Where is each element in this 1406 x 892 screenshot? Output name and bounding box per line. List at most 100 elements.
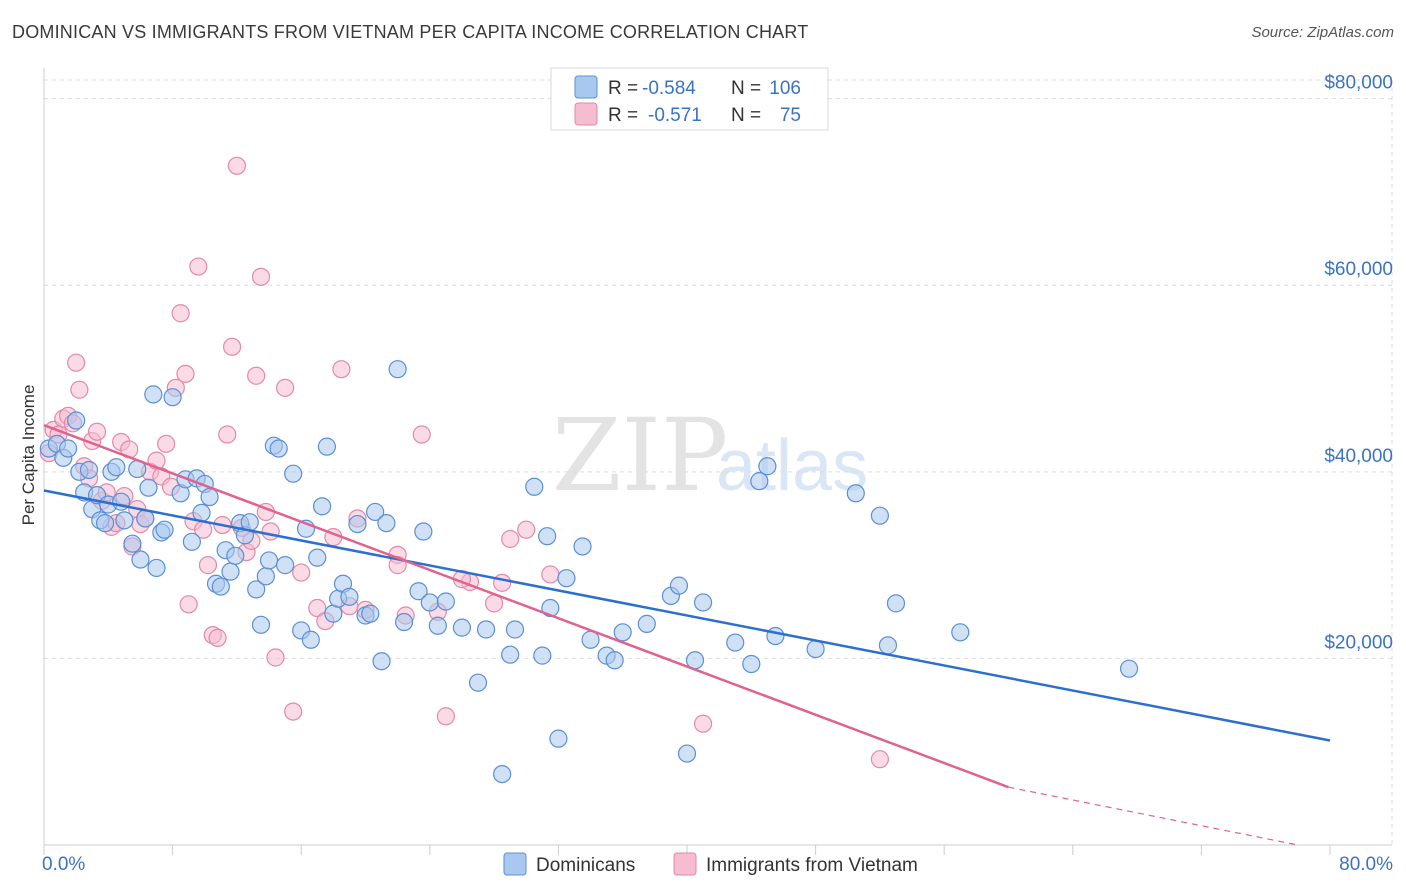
dominican-point-95	[693, 593, 713, 612]
legend-n-label-2: N =	[731, 105, 761, 126]
dominican-point-53	[308, 548, 327, 567]
dominican-point-23	[147, 558, 166, 578]
dominican-point-98	[750, 472, 769, 491]
dominican-point-93	[677, 744, 697, 763]
dominican-trend-line	[43, 489, 1331, 742]
x-tick-label-max: 80.0%	[1339, 854, 1393, 875]
dominican-point-102	[846, 484, 865, 503]
vietnam-point-26	[157, 434, 176, 453]
vietnam-point-29	[171, 304, 190, 323]
vietnam-point-67	[493, 573, 512, 592]
dominican-point-38	[226, 546, 245, 565]
dominican-point-37	[221, 562, 240, 581]
dominican-point-3	[59, 439, 78, 458]
dominican-point-85	[573, 537, 592, 556]
dominican-point-72	[436, 592, 455, 611]
dominican-point-49	[284, 464, 303, 483]
vietnam-point-40	[222, 337, 242, 356]
legend-n-value-2: 75	[780, 105, 801, 126]
dominican-points	[39, 360, 1139, 784]
legend-n-value-1: 106	[769, 78, 801, 99]
dominican-point-42	[247, 580, 266, 599]
chart-title: DOMINICAN VS IMMIGRANTS FROM VIETNAM PER…	[12, 22, 809, 42]
vietnam-point-45	[247, 366, 266, 385]
vietnam-point-35	[198, 556, 218, 575]
dominican-point-75	[476, 620, 496, 639]
y-tick-label-1: $40,000	[1324, 446, 1393, 467]
vietnam-point-48	[261, 522, 280, 541]
x-tick-label-min: 0.0%	[42, 854, 85, 875]
legend-box: R = -0.584 N = 106 R = -0.571 N = 75	[550, 67, 829, 131]
watermark-atlas: atlas	[716, 426, 868, 506]
dominican-point-16	[115, 511, 134, 530]
dominican-point-19	[131, 550, 150, 569]
dominican-point-63	[366, 502, 385, 522]
vietnam-point-51	[284, 702, 303, 721]
dominican-point-88	[605, 651, 624, 670]
dominican-point-67	[394, 612, 414, 632]
dominican-point-52	[301, 630, 320, 649]
y-tick-label-2: $60,000	[1324, 259, 1393, 280]
dominican-point-22	[144, 385, 163, 404]
vietnam-point-37	[208, 628, 227, 647]
dominican-point-66	[388, 360, 407, 379]
dominican-point-69	[414, 522, 433, 541]
vietnam-point-46	[251, 267, 271, 286]
vietnam-point-70	[541, 565, 560, 584]
dominican-point-17	[123, 534, 142, 553]
vietnam-point-52	[292, 563, 311, 582]
dominican-point-68	[409, 582, 428, 601]
watermark-zip: ZIP	[552, 397, 728, 514]
dominican-point-101	[806, 639, 825, 659]
dominican-point-62	[361, 604, 380, 623]
legend-swatch-dominicans	[574, 75, 598, 99]
vietnam-point-39	[218, 425, 237, 444]
y-tick-labels: $20,000 $40,000 $60,000 $80,000	[1324, 73, 1393, 654]
dominican-point-80	[533, 646, 552, 665]
dominican-point-7	[79, 460, 99, 480]
dominican-point-107	[1119, 659, 1139, 678]
dominican-point-47	[269, 439, 288, 458]
dominican-point-59	[340, 587, 359, 606]
legend-r-label-1: R =	[608, 78, 638, 99]
dominican-point-78	[505, 620, 525, 639]
dominican-point-77	[501, 645, 520, 664]
dominican-point-79	[525, 477, 544, 496]
dominican-point-103	[870, 506, 890, 525]
bottom-legend: Dominicans Immigrants from Vietnam	[503, 852, 918, 876]
legend-r-value-2: -0.571	[648, 105, 702, 126]
dominican-point-55	[317, 437, 337, 456]
dominican-point-74	[468, 673, 488, 692]
legend-swatch-vietnam	[574, 102, 598, 126]
dominican-point-92	[669, 576, 689, 595]
dominican-point-71	[428, 616, 447, 635]
dominican-point-96	[726, 633, 745, 652]
dominican-point-60	[348, 514, 367, 534]
y-tick-label-0: $20,000	[1324, 632, 1393, 653]
dominican-point-33	[200, 487, 219, 507]
dominican-point-4	[67, 411, 86, 430]
vietnam-point-11	[87, 422, 107, 441]
dominican-point-70	[420, 593, 439, 612]
vietnam-point-64	[436, 707, 455, 726]
dominican-point-81	[538, 527, 557, 546]
vietnam-point-56	[332, 360, 351, 379]
vietnam-point-53	[308, 598, 327, 618]
source-label: Source: ZipAtlas.com	[1251, 24, 1394, 41]
vietnam-point-62	[412, 425, 431, 444]
bottom-legend-swatch-dominicans	[503, 852, 527, 876]
dominican-point-73	[452, 618, 472, 637]
vietnam-point-30	[176, 364, 195, 383]
dominican-point-48	[276, 556, 295, 575]
vietnam-point-7	[70, 380, 89, 399]
dominican-point-64	[372, 652, 391, 671]
y-axis-title: Per Capita Income	[19, 385, 38, 526]
dominican-point-45	[259, 551, 279, 570]
bottom-legend-label-dominicans: Dominicans	[536, 855, 635, 876]
dominican-point-99	[758, 457, 777, 476]
vietnam-point-71	[693, 714, 713, 733]
vietnam-point-50	[276, 378, 295, 397]
bottom-legend-swatch-vietnam	[673, 852, 697, 876]
bottom-legend-label-vietnam: Immigrants from Vietnam	[706, 855, 918, 876]
